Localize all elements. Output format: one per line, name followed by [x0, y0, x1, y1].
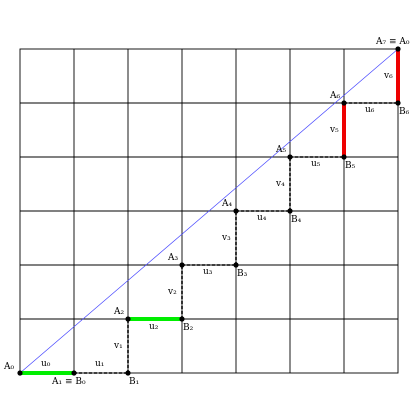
label-u6: u₆: [365, 105, 375, 115]
point-b3: [233, 262, 239, 268]
point-b5: [341, 154, 347, 160]
label-v1: v₁: [113, 341, 123, 351]
label-u1: u₁: [95, 359, 104, 369]
point-b1: [125, 370, 131, 376]
label-a3: A₃: [167, 253, 178, 263]
label-a5: A₅: [275, 145, 286, 155]
label-v6: v₆: [383, 71, 393, 81]
staircase-path: [74, 102, 398, 374]
point-a7: [395, 46, 401, 52]
label-v2: v₂: [167, 287, 177, 297]
label-u4: u₄: [257, 213, 267, 223]
labels: A₀ A₁ ≡ B₀ B₁ A₂ B₂ A₃ B₃ A₄ B₄ A₅ B₅ A₆…: [3, 37, 410, 387]
label-b2: B₂: [183, 323, 194, 333]
label-a2: A₂: [113, 307, 124, 317]
point-a5: [287, 154, 293, 160]
point-a4: [233, 208, 239, 214]
label-b1: B₁: [129, 377, 139, 387]
point-a0: [17, 370, 23, 376]
label-u0: u₀: [41, 359, 51, 369]
point-a6: [341, 100, 347, 106]
label-a7-a0: A₇ ≡ A₀: [375, 37, 410, 47]
label-b3: B₃: [237, 269, 248, 279]
point-a3: [179, 262, 185, 268]
label-a6: A₆: [329, 91, 340, 101]
label-v3: v₃: [221, 233, 231, 243]
label-v4: v₄: [275, 179, 285, 189]
point-a1: [71, 370, 77, 376]
label-a1-b0: A₁ ≡ B₀: [51, 377, 86, 387]
green-segments: [20, 317, 182, 375]
point-b4: [287, 208, 293, 214]
label-u3: u₃: [203, 267, 213, 277]
label-b5: B₅: [345, 161, 356, 171]
label-b4: B₄: [291, 215, 302, 225]
point-b2: [179, 316, 185, 322]
label-u2: u₂: [149, 322, 159, 332]
point-b6: [395, 100, 401, 106]
diagonal-line: [19, 48, 399, 374]
red-segments: [342, 49, 400, 157]
label-a0: A₀: [3, 362, 14, 372]
label-a4: A₄: [221, 199, 232, 209]
label-u5: u₅: [311, 159, 321, 169]
label-v5: v₅: [329, 125, 339, 135]
label-b6: B₆: [399, 107, 410, 117]
point-a2: [125, 316, 131, 322]
points: [17, 46, 401, 376]
